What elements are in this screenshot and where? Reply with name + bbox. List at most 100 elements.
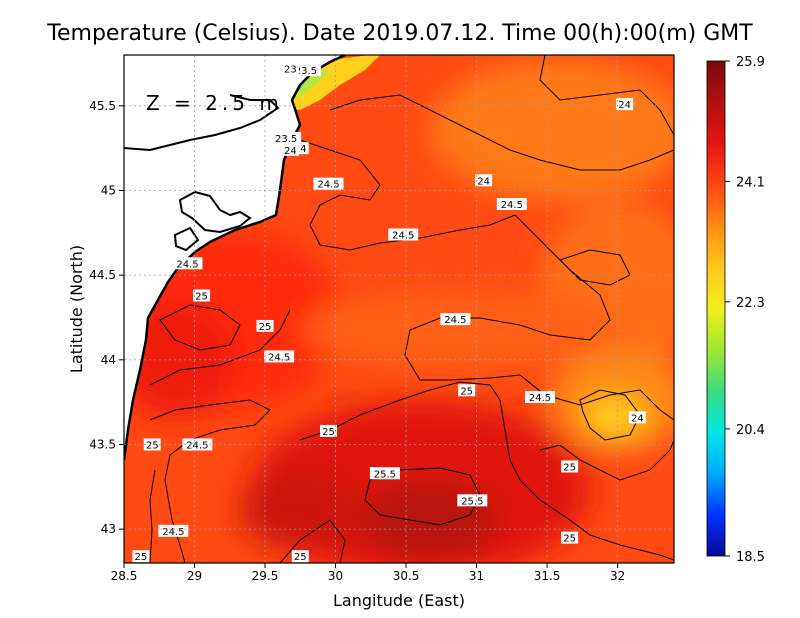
contour-label-box — [158, 524, 189, 537]
colorbar-ticks: 25.9 24.1 22.3 20.4 18.5 — [725, 55, 765, 565]
contour-label: 24.5 — [172, 257, 203, 270]
y-tick-label: 43.5 — [89, 437, 116, 451]
contour-label-value: 24.5 — [176, 259, 198, 270]
contour-label-box — [458, 384, 476, 397]
contour-label-value: 24.5 — [529, 393, 551, 404]
contour-label-value: 24 — [294, 144, 307, 155]
chart-title: Temperature (Celsius). Date 2019.07.12. … — [46, 21, 753, 46]
y-axis-label: Latitude (North) — [67, 245, 86, 373]
contour-label-value: 25 — [460, 386, 473, 397]
contour-label: 24.5 — [525, 391, 556, 404]
contour-line — [329, 94, 674, 171]
contour-line — [279, 519, 346, 563]
x-tick-label: 29.5 — [252, 569, 279, 583]
contour-line — [539, 439, 674, 481]
contour-label: 25 — [458, 384, 476, 397]
contour-label-value: 25 — [146, 440, 159, 451]
contour-label: 25 — [319, 424, 337, 438]
contour-label-box — [561, 531, 579, 544]
contour-label: 25.5 — [369, 467, 400, 480]
inland-water-lagoon — [178, 190, 252, 234]
colorbar-tick-label: 25.9 — [736, 55, 765, 70]
contour-line — [364, 467, 481, 526]
colorbar-tick-label: 20.4 — [736, 423, 765, 438]
colorbar — [706, 60, 726, 557]
contour-label-box — [264, 350, 295, 363]
contour-label-value: 25 — [195, 291, 208, 302]
contour-line — [404, 214, 674, 421]
contour-label-box — [616, 98, 634, 111]
depth-annotation: Z = 2.5 m — [146, 91, 283, 115]
contour-label-box — [496, 198, 527, 211]
contour-label: 25 — [193, 289, 211, 302]
contour-label-value: 25 — [563, 534, 576, 545]
contour-line — [539, 55, 674, 136]
x-axis-ticks: 28.5 29 29.5 30 30.5 31 31.5 32 — [111, 563, 625, 583]
field-cool-spot — [585, 398, 645, 438]
contour-label-box — [475, 174, 493, 187]
contour-label-value: 24.5 — [501, 200, 523, 211]
contour-label-value: 25 — [563, 462, 576, 473]
contour-label-value: 23 — [284, 65, 297, 76]
contour-label: 24.5 — [158, 524, 189, 538]
contour-label: 24 — [475, 174, 493, 187]
y-tick-label: 44.5 — [89, 268, 116, 282]
contour-label-box — [369, 467, 400, 480]
contour-label: 24 — [628, 411, 646, 424]
x-tick-label: 30 — [328, 569, 343, 583]
contour-label-value: 24 — [477, 176, 490, 187]
colorbar-tick-label: 22.3 — [736, 296, 765, 311]
contour-label: 24.5 — [182, 438, 213, 451]
contour-line — [159, 304, 241, 351]
contour-label-box — [143, 438, 161, 451]
inland-water-lake — [173, 226, 200, 252]
contour-label-box — [319, 424, 337, 437]
contour-label-value: 25 — [322, 427, 335, 438]
plot-frame — [123, 54, 675, 564]
grid — [124, 55, 674, 563]
field-mid-band — [300, 290, 620, 370]
temperature-field: 2423.5232423.5242424.524.524.524.52524.5… — [124, 55, 674, 563]
contour-label: 25 — [143, 438, 161, 451]
contour-label-value: 24 — [631, 413, 644, 424]
contour-label-value: 24.5 — [162, 527, 184, 538]
inland-water-north — [124, 94, 280, 152]
contour-label-value: 24.5 — [268, 352, 290, 363]
contour-label-value: 25.5 — [374, 469, 396, 480]
land — [124, 55, 345, 460]
contour-label: 24.5 — [388, 228, 419, 241]
contour-label: 24 — [281, 143, 299, 157]
contour-label-value: 25.5 — [461, 496, 483, 507]
contour-label: 23 — [281, 62, 299, 76]
contour-label-box — [172, 257, 203, 270]
x-tick-label: 30.5 — [393, 569, 420, 583]
x-tick-label: 31.5 — [534, 569, 561, 583]
contour-label: 25.5 — [457, 494, 488, 507]
contour-label: 24 — [616, 98, 634, 111]
contour-label-box — [561, 460, 579, 473]
x-tick-label: 32 — [610, 569, 625, 583]
contour-label: 24.5 — [264, 350, 295, 363]
contour-label-value: 25 — [294, 552, 307, 563]
contour-label: 25 — [132, 550, 150, 563]
contour-label-value: 25 — [135, 552, 148, 563]
field-cool-northeast — [430, 60, 674, 200]
field-hot-core-2 — [240, 470, 360, 550]
y-tick-label: 43 — [101, 522, 116, 536]
contour-label-box — [193, 289, 211, 302]
colorbar-tick-label: 24.1 — [736, 175, 765, 190]
contour-label: 25 — [561, 531, 579, 545]
contour-line — [299, 381, 674, 561]
contour-label: 25 — [291, 550, 309, 563]
y-tick-label: 45.5 — [89, 99, 116, 113]
y-axis-ticks: 43 43.5 44 44.5 45 45.5 — [89, 99, 124, 536]
contour-label: 23.5 — [271, 131, 302, 145]
contour-label-value: 24 — [284, 146, 297, 157]
contour-label-box — [281, 62, 299, 75]
contour-label-box — [182, 438, 213, 451]
contour-line — [149, 399, 271, 563]
colorbar-tick-label: 18.5 — [736, 550, 765, 565]
contour-label-value: 24.5 — [186, 440, 208, 451]
contour-label-box — [388, 228, 419, 241]
